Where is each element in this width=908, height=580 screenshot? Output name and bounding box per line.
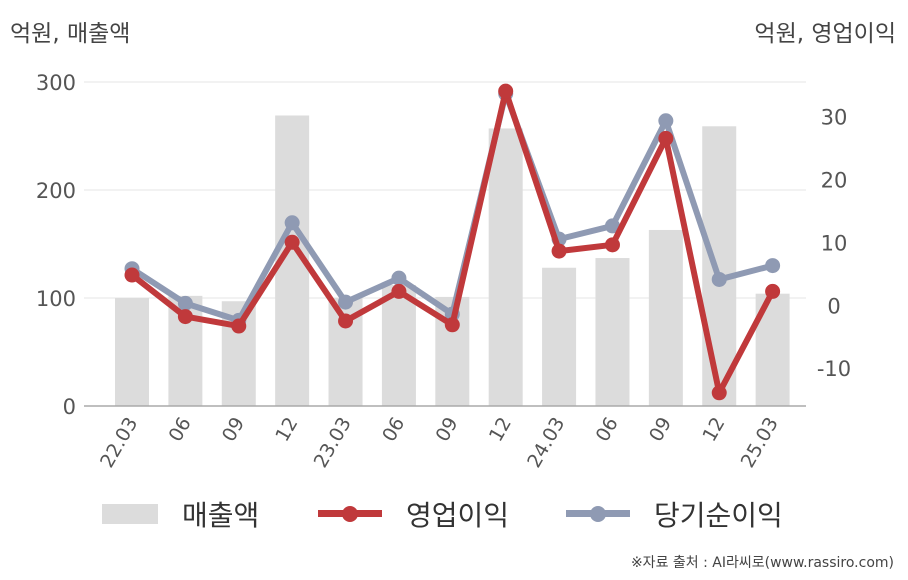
x-tick-label: 06: [165, 414, 196, 446]
operating-profit-point: [444, 317, 460, 333]
legend-label-net-income: 당기순이익: [654, 499, 783, 532]
revenue-bar: [115, 298, 149, 406]
left-axis-unit-label: 억원, 매출액: [10, 21, 131, 47]
operating-profit-point: [765, 283, 781, 299]
operating-profit-point: [231, 318, 247, 334]
x-tick-label: 25.03: [737, 414, 783, 472]
legend-swatch-net-income: [566, 504, 630, 524]
net-income-point: [284, 215, 300, 231]
y-right-tick-label: 30: [821, 105, 848, 129]
legend-swatch-revenue: [102, 504, 158, 524]
net-income-point: [338, 294, 354, 310]
x-tick-label: 12: [485, 414, 516, 446]
x-tick-label: 06: [592, 414, 623, 446]
operating-profit-point: [177, 309, 193, 325]
x-tick-label: 12: [698, 414, 729, 446]
x-tick-label: 06: [378, 414, 409, 446]
x-ticks: 22.03 06 09 12 23.03 06 09 12 24.03 06 09 12 25.03: [96, 414, 783, 472]
x-tick-label: 12: [271, 414, 302, 446]
legend: 매출액 영업이익 당기순이익: [0, 494, 908, 534]
right-y-ticks: -10 0 10 20 30: [817, 105, 851, 381]
x-tick-label: 22.03: [96, 414, 142, 472]
left-y-ticks: 0 100 200 300: [36, 71, 76, 419]
y-left-tick-label: 0: [63, 395, 76, 419]
legend-item-revenue: 매출액: [102, 494, 259, 534]
legend-item-operating-profit: 영업이익: [318, 494, 509, 534]
y-right-tick-label: 0: [827, 294, 840, 318]
x-tick-label: 09: [645, 414, 676, 446]
x-tick-label: 09: [431, 414, 462, 446]
net-income-point: [177, 295, 193, 311]
operating-profit-point: [658, 130, 674, 146]
legend-label-operating-profit: 영업이익: [406, 499, 510, 532]
operating-profit-point: [498, 83, 514, 99]
legend-swatch-operating-profit: [318, 504, 382, 524]
legend-label-revenue: 매출액: [182, 499, 260, 532]
y-right-tick-label: 10: [821, 231, 848, 255]
net-income-point: [711, 271, 727, 287]
operating-profit-point: [338, 313, 354, 329]
gridlines: [84, 81, 806, 299]
y-left-tick-label: 300: [36, 71, 76, 95]
x-tick-label: 24.03: [523, 414, 569, 472]
net-income-point: [765, 258, 781, 274]
revenue-bar: [595, 258, 630, 406]
y-right-tick-label: -10: [817, 357, 851, 381]
operating-profit-point: [284, 234, 300, 250]
revenue-bar: [542, 267, 577, 406]
net-income-point: [658, 113, 674, 129]
revenue-bar: [488, 128, 523, 406]
net-income-point: [604, 218, 620, 234]
operating-profit-point: [551, 243, 567, 259]
source-note: ※자료 출처 : AI라씨로(www.rassiro.com): [630, 555, 894, 571]
legend-item-net-income: 당기순이익: [566, 494, 783, 534]
operating-profit-point: [124, 267, 140, 283]
operating-profit-point: [711, 385, 727, 401]
y-left-tick-label: 200: [36, 179, 76, 203]
revenue-bar: [381, 285, 416, 406]
y-left-tick-label: 100: [36, 287, 76, 311]
y-right-tick-label: 20: [821, 168, 848, 192]
revenue-bars: [115, 115, 790, 406]
profit-lines: [124, 83, 781, 401]
x-tick-label: 09: [218, 414, 249, 446]
net-income-point: [391, 270, 407, 286]
operating-profit-point: [391, 283, 407, 299]
revenue-bar: [648, 229, 683, 406]
x-tick-label: 23.03: [310, 414, 356, 472]
operating-profit-point: [604, 237, 620, 253]
revenue-bar: [702, 126, 737, 406]
right-axis-unit-label: 억원, 영업이익: [754, 21, 896, 47]
